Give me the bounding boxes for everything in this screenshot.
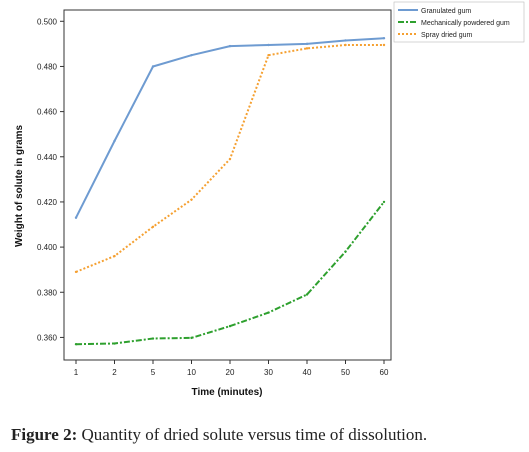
data-point: [382, 43, 386, 47]
x-tick-label: 5: [151, 368, 156, 377]
series-lines: [74, 37, 386, 346]
caption-label: Figure 2:: [11, 425, 78, 444]
x-tick-label: 10: [187, 368, 196, 377]
data-point: [74, 342, 78, 346]
y-tick-label: 0.400: [37, 243, 58, 252]
x-tick-label: 40: [303, 368, 312, 377]
data-point: [267, 311, 270, 314]
data-point: [74, 270, 78, 274]
data-point: [228, 324, 232, 328]
chart-svg: 0.360 0.380 0.400 0.420 0.440 0.460 0.480 0.500…: [14, 1, 525, 398]
data-point: [113, 254, 116, 258]
data-point: [305, 293, 309, 296]
data-point: [151, 337, 155, 340]
legend: Granulated gum Mechanically powdered gum S…: [393, 1, 525, 43]
data-point: [190, 198, 193, 201]
y-axis: 0.360 0.380 0.400 0.420 0.440 0.460 0.480 0.500: [37, 17, 64, 342]
data-point: [305, 47, 309, 50]
legend-label: Spray dried gum: [421, 32, 473, 39]
figure-caption: Figure 2: Quantity of dried solute versu…: [11, 425, 427, 445]
x-tick-label: 2: [112, 368, 117, 377]
data-point: [382, 37, 386, 40]
y-axis-label: Weight of solute in grams: [14, 125, 25, 247]
data-point: [151, 225, 155, 228]
y-tick-label: 0.360: [37, 333, 58, 342]
data-point: [344, 43, 347, 47]
data-point: [74, 216, 78, 219]
x-tick-label: 1: [74, 368, 79, 377]
x-tick-label: 20: [226, 368, 235, 377]
plot-area: [63, 9, 392, 361]
data-point: [151, 65, 155, 68]
y-tick-label: 0.380: [37, 288, 58, 297]
x-axis-label: Time (minutes): [192, 387, 263, 398]
y-tick-label: 0.440: [37, 153, 58, 162]
data-point: [190, 336, 193, 340]
caption-text: Quantity of dried solute versus time of …: [77, 425, 428, 444]
x-axis: 1 2 5 10 20 30 40 50 60: [74, 360, 389, 377]
x-tick-label: 60: [380, 368, 389, 377]
data-point: [382, 200, 386, 204]
data-point: [228, 44, 232, 48]
y-tick-label: 0.500: [37, 17, 58, 26]
y-tick-label: 0.480: [37, 62, 58, 71]
data-point: [305, 42, 309, 46]
data-point: [113, 139, 116, 143]
legend-label: Granulated gum: [421, 8, 471, 15]
data-point: [228, 157, 232, 161]
y-tick-label: 0.420: [37, 198, 58, 207]
data-point: [344, 250, 347, 253]
x-tick-label: 30: [264, 368, 273, 377]
legend-label: Mechanically powdered gum: [421, 20, 510, 27]
line-chart: 0.360 0.380 0.400 0.420 0.440 0.460 0.480 0.500…: [14, 1, 525, 398]
data-point: [344, 39, 347, 42]
data-point: [113, 342, 116, 345]
data-point: [267, 53, 270, 57]
x-tick-label: 50: [341, 368, 350, 377]
y-tick-label: 0.460: [37, 108, 58, 117]
data-point: [267, 43, 270, 47]
data-point: [190, 53, 193, 57]
